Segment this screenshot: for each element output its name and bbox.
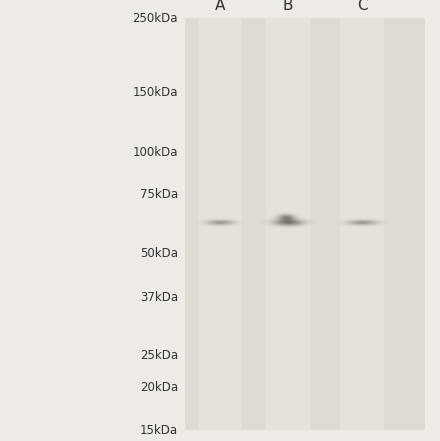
Text: 50kDa: 50kDa <box>140 247 178 260</box>
Text: 15kDa: 15kDa <box>140 423 178 437</box>
Text: 100kDa: 100kDa <box>132 146 178 159</box>
Text: 25kDa: 25kDa <box>140 349 178 362</box>
Text: C: C <box>357 0 367 13</box>
Text: 150kDa: 150kDa <box>132 86 178 99</box>
Text: 250kDa: 250kDa <box>132 11 178 25</box>
Text: B: B <box>283 0 293 13</box>
Text: 37kDa: 37kDa <box>140 292 178 304</box>
Text: A: A <box>215 0 225 13</box>
Text: 20kDa: 20kDa <box>140 381 178 394</box>
Text: 75kDa: 75kDa <box>140 188 178 201</box>
